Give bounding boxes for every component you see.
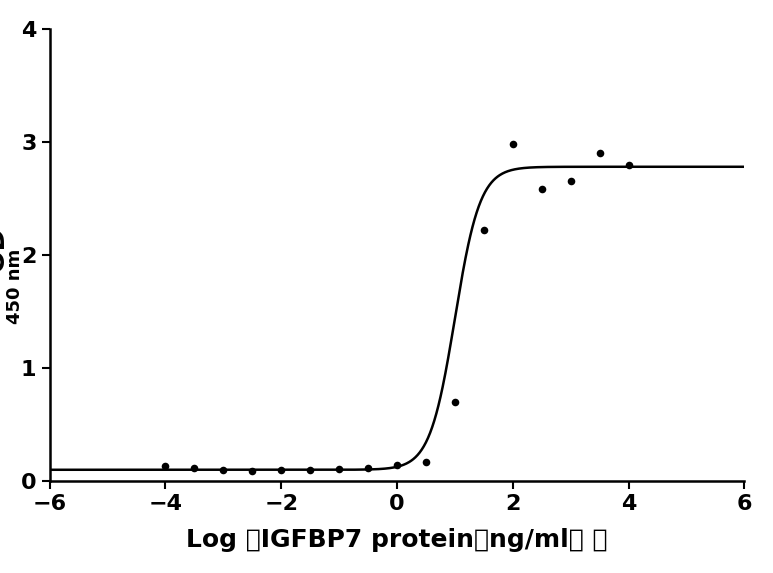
Point	[564, 177, 577, 186]
Point	[420, 457, 432, 466]
Text: 450 nm: 450 nm	[6, 249, 24, 324]
Point	[391, 461, 404, 470]
Point	[304, 465, 316, 474]
Point	[536, 185, 548, 194]
X-axis label: Log （IGFBP7 protein（ng/ml） ）: Log （IGFBP7 protein（ng/ml） ）	[186, 528, 608, 552]
Point	[622, 160, 635, 169]
Point	[333, 464, 346, 473]
Point	[478, 226, 490, 235]
Point	[217, 465, 230, 474]
Point	[246, 466, 258, 476]
Point	[362, 463, 374, 472]
Point	[159, 462, 172, 471]
Point	[449, 397, 461, 406]
Text: OD: OD	[0, 226, 9, 273]
Point	[188, 463, 200, 472]
Point	[506, 140, 519, 149]
Point	[275, 465, 288, 474]
Point	[594, 148, 606, 158]
